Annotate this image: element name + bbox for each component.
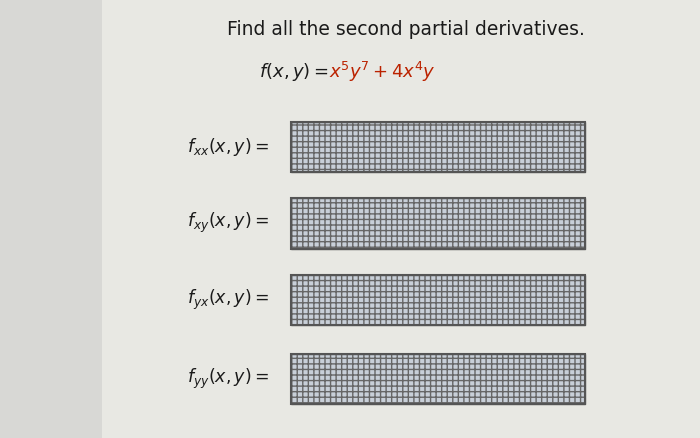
FancyBboxPatch shape: [0, 0, 102, 438]
Text: $f_{yx}(x, y) =$: $f_{yx}(x, y) =$: [188, 288, 270, 312]
Text: $f_{xx}(x, y) =$: $f_{xx}(x, y) =$: [188, 136, 270, 158]
FancyBboxPatch shape: [290, 354, 584, 404]
FancyBboxPatch shape: [102, 0, 700, 438]
Text: $f_{yy}(x, y) =$: $f_{yy}(x, y) =$: [188, 367, 270, 391]
Text: $x^{5}y^{7} + 4x^{4}y$: $x^{5}y^{7} + 4x^{4}y$: [329, 60, 436, 85]
Text: $f(x, y) = $: $f(x, y) = $: [260, 61, 329, 83]
FancyBboxPatch shape: [290, 121, 584, 172]
Text: $f_{xy}(x, y) =$: $f_{xy}(x, y) =$: [188, 211, 270, 236]
Text: Find all the second partial derivatives.: Find all the second partial derivatives.: [227, 20, 585, 39]
FancyBboxPatch shape: [290, 275, 584, 325]
FancyBboxPatch shape: [290, 198, 584, 249]
